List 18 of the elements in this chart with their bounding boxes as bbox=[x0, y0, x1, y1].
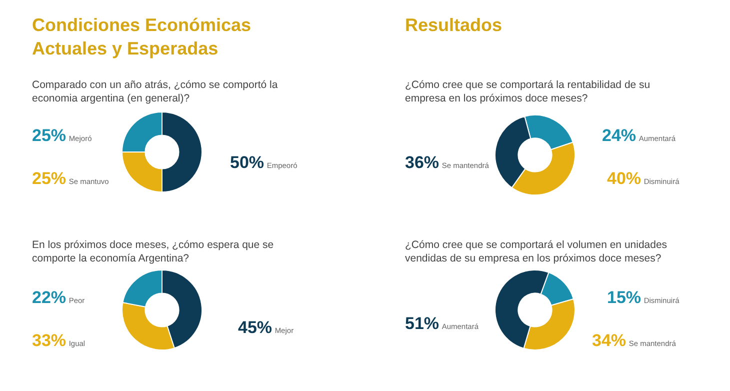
chart-title: ¿Cómo cree que se comportará la rentabilidad de su empresa en los próximos doce meses? bbox=[405, 79, 650, 105]
data-label: 15% bbox=[607, 288, 642, 307]
text: Condiciones Económicas Actuales y Esperadas bbox=[32, 15, 252, 58]
data-label: 34% bbox=[592, 331, 626, 350]
data-label: 36% bbox=[405, 153, 440, 172]
chart-title: ¿Cómo cree que se comportará el volumen en unidades vendidas de su empresa en los próximos doce meses? bbox=[405, 239, 668, 265]
chart-title: En los próximos doce meses, ¿cómo espera que se comporte la economía Argentina? bbox=[32, 239, 274, 265]
text: Resultados bbox=[405, 15, 502, 35]
data-label: 25% bbox=[32, 126, 66, 145]
data-label: 40% bbox=[607, 169, 642, 188]
data-label: 45% bbox=[238, 318, 272, 337]
data-label: 51% bbox=[405, 314, 440, 333]
chart-title: Comparado con un año atrás, ¿cómo se comportó la economia argentina (en general)? bbox=[32, 79, 278, 105]
data-label: 24% bbox=[602, 126, 636, 145]
data-label: 22% bbox=[32, 288, 66, 307]
data-label: 33% bbox=[32, 331, 66, 350]
data-label: 25% bbox=[32, 169, 66, 188]
data-label: 50% bbox=[230, 153, 264, 172]
